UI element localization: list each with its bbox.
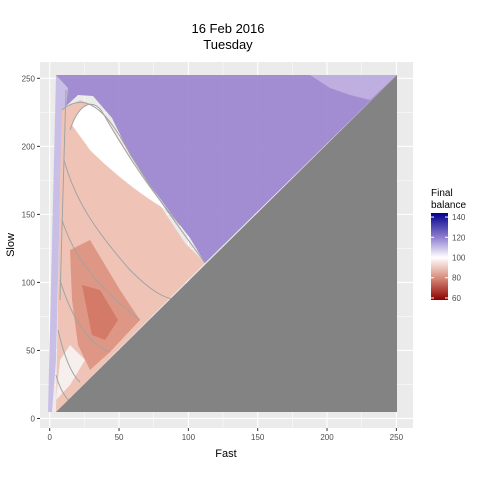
legend: Final balance 60 80 100 120 140 (431, 188, 466, 303)
legend-tick-label: 80 (452, 274, 461, 283)
heatmap-white-ridge (72, 104, 170, 212)
y-tick-label: 250 (22, 74, 36, 83)
masked-region (56, 75, 397, 412)
y-tick-label: 0 (31, 414, 36, 423)
y-tick-label: 150 (22, 210, 36, 219)
legend-tick-label: 100 (452, 254, 466, 263)
x-axis-title: Fast (215, 448, 236, 460)
chart-subtitle: Tuesday (203, 37, 253, 52)
x-tick-label: 0 (47, 433, 52, 442)
legend-title-line-2: balance (431, 200, 466, 211)
chart-title: 16 Feb 2016 (191, 21, 264, 36)
contour-red-3 (59, 279, 111, 353)
heatmap-red-core-dark (82, 285, 118, 340)
y-tick-label: 100 (22, 278, 36, 287)
legend-ticks: 60 80 100 120 140 (431, 213, 466, 303)
contour-low-1 (57, 329, 81, 383)
x-tick-label: 150 (251, 433, 265, 442)
y-tick-label: 200 (22, 142, 36, 151)
x-tick-label: 200 (320, 433, 334, 442)
heatmap-lavender-fringe (48, 75, 68, 412)
legend-colorbar (431, 213, 448, 300)
legend-tick-label: 140 (452, 213, 466, 222)
contour-red-1 (63, 159, 181, 301)
x-tick-label: 250 (390, 433, 404, 442)
axes: 0 50 100 150 200 250 0 50 100 150 200 250 (22, 74, 404, 442)
x-tick-label: 50 (115, 433, 124, 442)
y-tick-label: 50 (26, 346, 35, 355)
contour-fringe (59, 89, 67, 301)
legend-title-line-1: Final (431, 188, 453, 199)
heatmap-surface (48, 75, 397, 412)
contour-purple-edge (61, 101, 206, 264)
y-axis-title: Slow (5, 233, 17, 257)
legend-tick-label: 60 (452, 294, 461, 303)
legend-tick-label: 120 (452, 233, 466, 242)
contour-red-2 (61, 219, 141, 321)
heatmap-light-lavender-corner (310, 75, 397, 100)
x-tick-label: 100 (182, 433, 196, 442)
heatmap-purple-region (56, 75, 397, 263)
heatmap-white-low-band (56, 345, 85, 400)
